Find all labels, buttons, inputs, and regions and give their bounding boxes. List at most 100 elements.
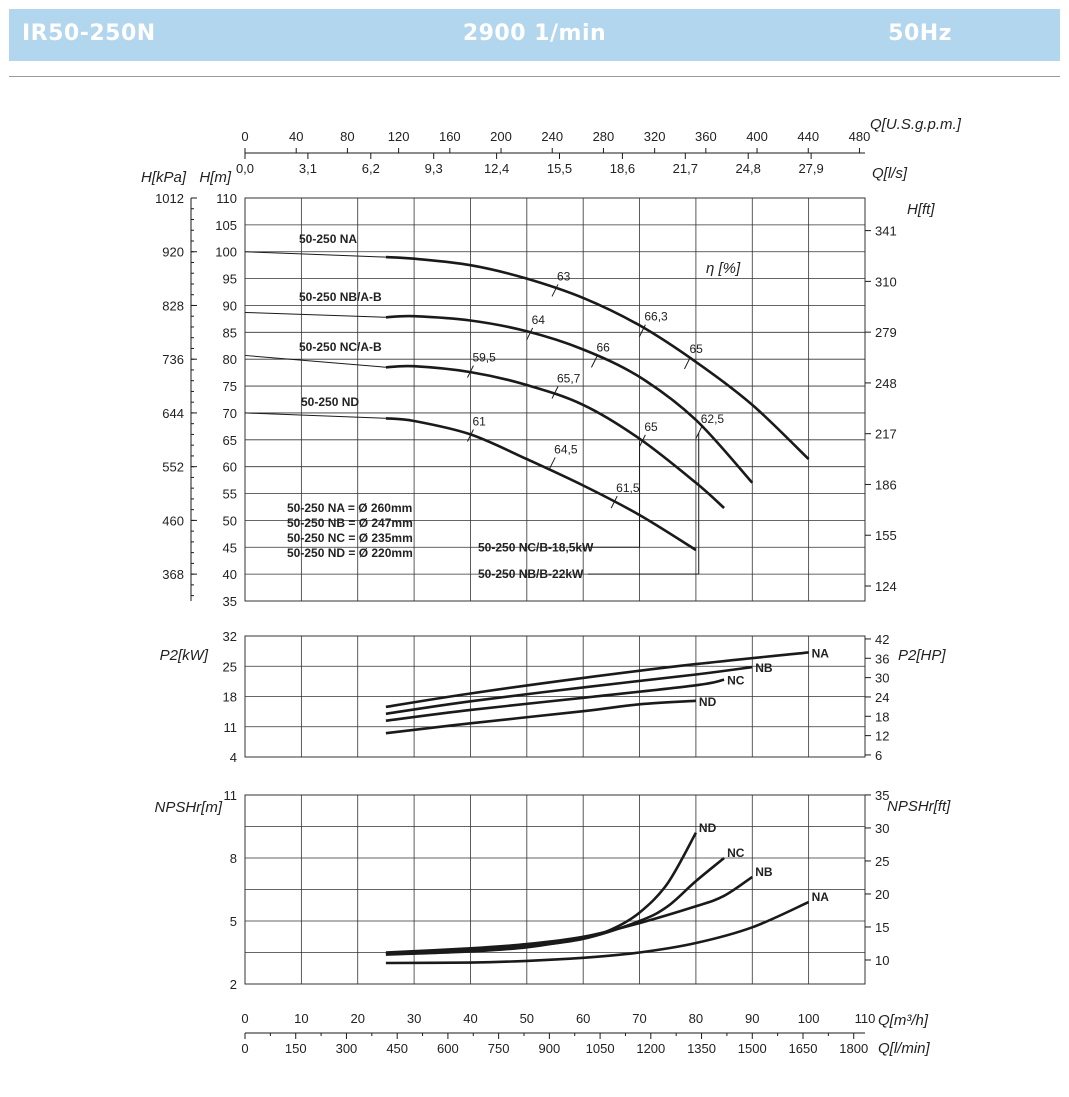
qm3h-axis-label: Q[m³/h] — [878, 1012, 929, 1029]
power-curve — [385, 665, 753, 716]
head-curve — [385, 255, 810, 461]
efficiency-mark-label: 63 — [557, 269, 571, 283]
head-m-tick-label: 95 — [223, 272, 237, 287]
gpm-axis-label: Q[U.S.g.p.m.] — [870, 116, 962, 133]
ls-tick-label: 3,1 — [299, 161, 317, 176]
npsh-curve — [385, 900, 810, 965]
efficiency-mark-label: 62,5 — [701, 412, 725, 426]
power-curve-label: NC — [727, 674, 745, 688]
qm3h-tick-label: 20 — [350, 1011, 364, 1026]
efficiency-mark-label: 66,3 — [644, 310, 668, 324]
lmin-tick-label: 150 — [285, 1041, 307, 1056]
head-m-tick-label: 110 — [216, 191, 237, 206]
gpm-tick-label: 280 — [593, 129, 615, 144]
head-m-tick-label: 75 — [223, 379, 237, 394]
npsh-curve — [385, 832, 698, 956]
npsh-m-axis-label: NPSHr[m] — [155, 799, 223, 816]
impeller-diameter: 50-250 NB = Ø 247mm — [287, 516, 413, 530]
ls-tick-label: 18,6 — [610, 161, 635, 176]
power-kw-tick-label: 25 — [223, 659, 237, 674]
lmin-tick-label: 1050 — [586, 1041, 615, 1056]
qm3h-tick-label: 50 — [520, 1011, 534, 1026]
head-curve — [385, 417, 697, 552]
power-limit-label: 50-250 NC/B-18,5kW — [478, 540, 594, 554]
speed-label: 2900 1/min — [462, 21, 607, 46]
efficiency-mark — [591, 355, 598, 368]
npsh-ft-tick-label: 20 — [875, 887, 889, 902]
kpa-tick-label: 644 — [162, 406, 184, 421]
gpm-tick-label: 200 — [490, 129, 512, 144]
gpm-tick-label: 480 — [849, 129, 871, 144]
header-banner: IR50-250N 2900 1/min 50Hz — [9, 9, 1060, 61]
impeller-diameter: 50-250 NA = Ø 260mm — [287, 501, 412, 515]
gpm-tick-label: 360 — [695, 129, 717, 144]
ft-tick-label: 341 — [875, 224, 897, 239]
kpa-tick-label: 552 — [162, 460, 184, 475]
power-hp-tick-label: 6 — [875, 748, 882, 763]
kpa-tick-label: 460 — [162, 513, 184, 528]
kpa-tick-label: 1012 — [155, 191, 184, 206]
power-hp-axis-label: P2[HP] — [898, 647, 946, 664]
power-hp-tick-label: 36 — [875, 651, 889, 666]
head-m-tick-label: 65 — [223, 433, 237, 448]
gpm-tick-label: 120 — [388, 129, 410, 144]
lmin-tick-label: 1200 — [636, 1041, 665, 1056]
qm3h-tick-label: 0 — [241, 1011, 248, 1026]
efficiency-mark-label: 61,5 — [616, 481, 640, 495]
npsh-ft-tick-label: 10 — [875, 953, 889, 968]
head-curve-label: 50-250 NB/A-B — [299, 290, 382, 304]
npsh-panel-frame — [244, 794, 866, 985]
npsh-ft-tick-label: 25 — [875, 854, 889, 869]
power-curve — [385, 678, 725, 722]
kpa-tick-label: 828 — [162, 298, 184, 313]
ft-tick-label: 186 — [875, 477, 897, 492]
lmin-tick-label: 1650 — [789, 1041, 818, 1056]
qm3h-tick-label: 90 — [745, 1011, 759, 1026]
ft-tick-label: 310 — [875, 274, 897, 289]
gpm-tick-label: 400 — [746, 129, 768, 144]
gpm-tick-label: 320 — [644, 129, 666, 144]
lmin-tick-label: 750 — [488, 1041, 510, 1056]
kpa-tick-label: 920 — [162, 245, 184, 260]
head-m-tick-label: 45 — [223, 540, 237, 555]
npsh-curve-label: NC — [727, 846, 745, 860]
efficiency-mark — [610, 495, 618, 509]
npsh-ft-tick-label: 35 — [875, 788, 889, 803]
lmin-tick-label: 0 — [241, 1041, 248, 1056]
efficiency-mark-label: 64,5 — [554, 442, 578, 456]
head-curve-shutoff — [244, 354, 386, 368]
power-kw-axis-label: P2[kW] — [160, 647, 209, 664]
power-hp-tick-label: 18 — [875, 709, 889, 724]
head-panel-frame — [244, 197, 866, 602]
ls-axis-label: Q[l/s] — [872, 165, 908, 182]
qm3h-tick-label: 10 — [294, 1011, 308, 1026]
power-kw-tick-label: 32 — [223, 629, 237, 644]
kpa-tick-label: 736 — [162, 352, 184, 367]
gpm-tick-label: 440 — [797, 129, 819, 144]
efficiency-label: η [%] — [706, 260, 741, 277]
lmin-axis-label: Q[l/min] — [878, 1040, 931, 1057]
model-name: IR50-250N — [22, 21, 156, 46]
head-m-tick-label: 35 — [223, 594, 237, 609]
npsh-curve-label: ND — [699, 821, 717, 835]
head-m-tick-label: 40 — [223, 567, 237, 582]
efficiency-mark-label: 61 — [472, 415, 486, 429]
qm3h-tick-label: 60 — [576, 1011, 590, 1026]
efficiency-mark — [684, 356, 691, 370]
efficiency-mark-label: 59,5 — [472, 351, 496, 365]
header-divider — [9, 76, 1060, 77]
head-curve-shutoff — [244, 311, 386, 318]
npsh-m-tick-label: 11 — [224, 788, 238, 803]
lmin-tick-label: 450 — [386, 1041, 408, 1056]
power-curve — [385, 699, 696, 735]
ls-tick-label: 9,3 — [425, 161, 443, 176]
ft-tick-label: 217 — [875, 427, 897, 442]
power-limit-label: 50-250 NB/B-22kW — [478, 567, 584, 581]
head-m-tick-label: 85 — [223, 325, 237, 340]
npsh-m-tick-label: 2 — [230, 977, 237, 992]
ls-tick-label: 24,8 — [736, 161, 761, 176]
ls-tick-label: 21,7 — [673, 161, 698, 176]
power-curve-label: ND — [699, 695, 717, 709]
ft-axis-label: H[ft] — [907, 201, 935, 218]
ft-tick-label: 279 — [875, 325, 897, 340]
